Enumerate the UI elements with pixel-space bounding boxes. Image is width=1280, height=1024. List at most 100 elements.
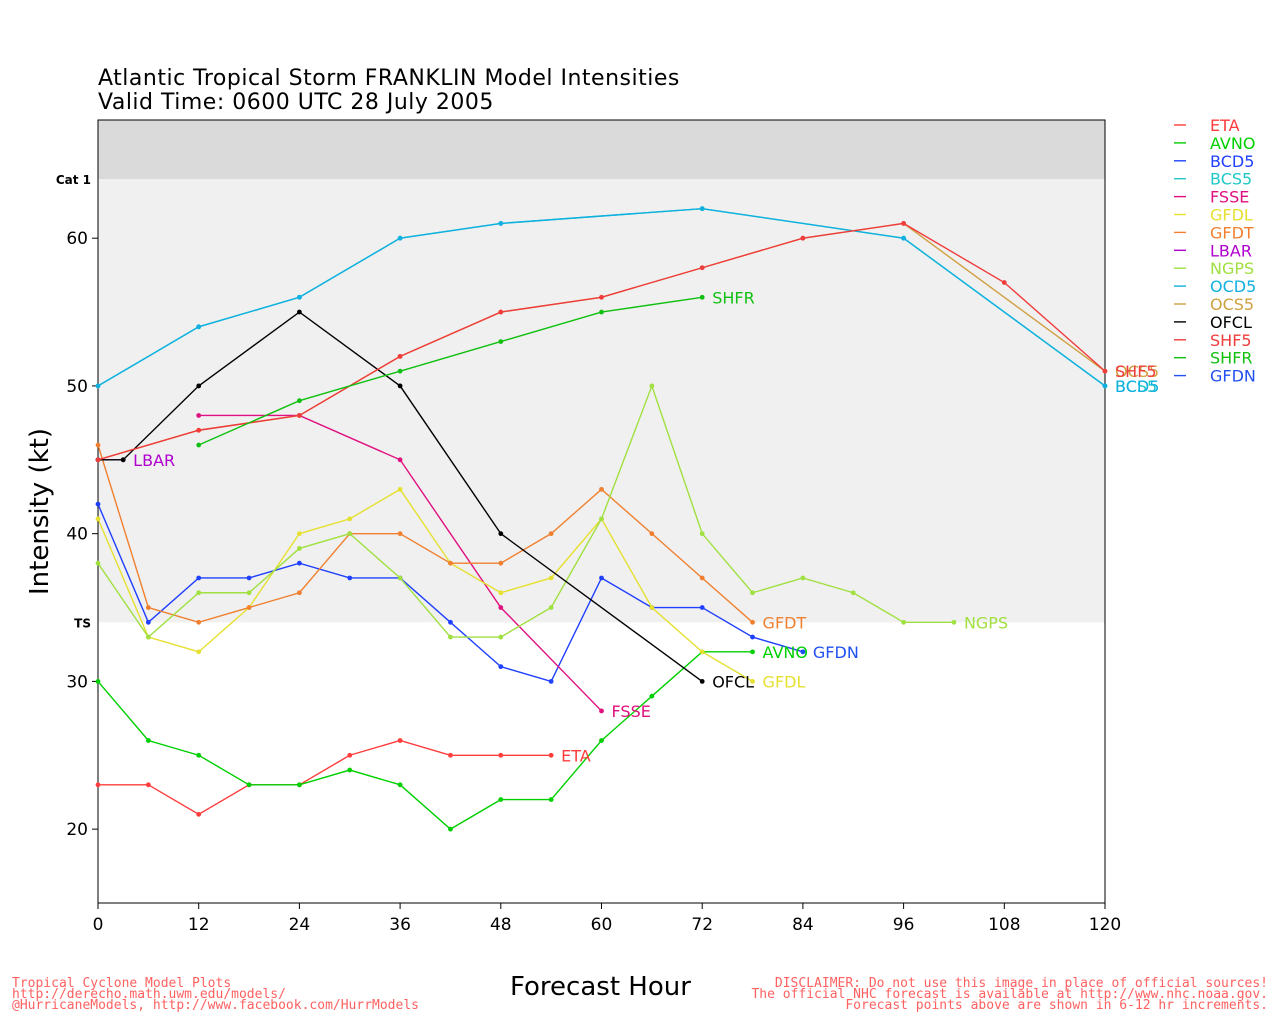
series-end-label: GFDT: [763, 613, 807, 632]
data-point-bcd5: [548, 678, 554, 684]
x-tick-label: 12: [188, 915, 210, 935]
data-point-gfdt: [95, 442, 101, 448]
data-point-ocd5: [901, 235, 906, 241]
legend-label: OCS5: [1210, 295, 1254, 314]
chart-title: Atlantic Tropical Storm FRANKLIN Model I…: [98, 66, 680, 91]
series-line-ngps: [97, 383, 954, 639]
chart-subtitle: Valid Time: 0600 UTC 28 July 2005: [98, 90, 494, 115]
series-line-ocd5: [97, 207, 1106, 387]
data-point-avno: [347, 767, 353, 773]
footer-credits: Tropical Cyclone Model Plots http://dere…: [12, 976, 419, 1013]
data-point-shf5: [1001, 280, 1007, 285]
data-point-ngps: [599, 516, 604, 522]
footer-credit-line: Tropical Cyclone Model Plots: [12, 976, 232, 991]
data-point-shf5: [599, 294, 604, 300]
data-point-ocd5: [699, 206, 705, 212]
data-point-ngps: [548, 605, 554, 610]
y-tick-label: 20: [66, 820, 88, 840]
y-tick-label: 60: [66, 229, 88, 249]
legend-label: SHF5: [1210, 331, 1252, 350]
data-point-avno: [145, 738, 151, 743]
legend-label: GFDT: [1210, 223, 1254, 242]
data-point-fsse: [397, 457, 403, 463]
legend-label: OCD5: [1210, 277, 1256, 296]
series-end-label: OFCL: [712, 672, 754, 691]
x-tick-label: 36: [389, 915, 411, 935]
data-point-bcd5: [145, 619, 151, 625]
data-point-gfdt: [448, 560, 453, 566]
data-point-avno: [196, 752, 202, 758]
series-end-label: ETA: [561, 746, 591, 765]
x-axis-label: Forecast Hour: [510, 972, 691, 1002]
data-point-gfdl: [397, 486, 403, 492]
data-point-avno: [599, 738, 604, 743]
data-point-avno: [548, 797, 554, 802]
data-point-shf5: [800, 235, 806, 241]
data-point-ngps: [297, 546, 302, 551]
data-point-shf5: [397, 353, 403, 359]
legend-label: NGPS: [1210, 259, 1254, 278]
data-point-gfdl: [699, 649, 705, 655]
data-point-fsse: [498, 605, 504, 610]
y-tick-label: 50: [66, 377, 88, 397]
data-point-fsse: [196, 413, 202, 418]
data-point-gfdl: [548, 575, 554, 581]
data-point-avno: [649, 693, 655, 699]
legend-label: GFDN: [1210, 367, 1256, 386]
data-point-gfdl: [649, 605, 655, 610]
data-point-shf5: [196, 427, 202, 433]
x-tick-label: 0: [93, 915, 104, 935]
data-point-ocd5: [95, 383, 101, 389]
series-line-gfdt: [97, 444, 754, 624]
x-tick-label: 96: [893, 915, 915, 935]
data-point-avno: [397, 782, 403, 788]
y-tick-label: 30: [66, 672, 88, 692]
footer-disclaimer-line: Forecast points above are shown in 6-12 …: [845, 998, 1268, 1013]
data-point-ofcl: [498, 531, 504, 537]
legend-label: ETA: [1210, 116, 1240, 135]
data-point-eta: [347, 752, 353, 758]
data-point-gfdn: [800, 649, 806, 655]
series-end-label: GFDL: [763, 672, 806, 691]
y-axis-label: Intensity (kt): [25, 428, 55, 595]
data-point-ngps: [347, 531, 353, 537]
data-point-shf5: [1102, 368, 1108, 374]
data-point-shf5: [498, 309, 504, 315]
data-point-ngps: [246, 590, 252, 596]
data-point-shfr: [599, 309, 604, 315]
data-point-shf5: [95, 457, 101, 463]
data-point-ngps: [850, 590, 856, 596]
data-point-gfdt: [649, 531, 655, 537]
data-point-ngps: [145, 634, 151, 640]
data-point-ngps: [498, 634, 504, 640]
intensity-band: [98, 179, 1105, 623]
data-point-shfr: [297, 398, 302, 404]
data-point-ngps: [397, 575, 403, 581]
data-point-ocd5: [196, 324, 202, 330]
series-end-label: GFDN: [813, 643, 859, 662]
legend-label: OFCL: [1210, 313, 1252, 332]
data-point-shfr: [196, 442, 202, 448]
data-point-gfdt: [750, 619, 755, 625]
data-point-bcd5: [196, 575, 202, 581]
legend-label: BCS5: [1210, 170, 1252, 189]
data-point-bcd5: [95, 501, 101, 507]
data-point-ofcl: [196, 383, 202, 389]
data-point-gfdt: [498, 560, 504, 566]
data-point-ngps: [901, 619, 906, 625]
x-tick-label: 48: [490, 915, 512, 935]
x-tick-label: 60: [591, 915, 613, 935]
footer-credit-line[interactable]: @HurricaneModels, http://www.facebook.co…: [12, 998, 419, 1013]
data-point-shf5: [901, 221, 906, 226]
data-point-gfdt: [397, 531, 403, 537]
data-point-avno: [95, 678, 101, 684]
data-point-gfdt: [548, 531, 554, 537]
series-end-label: SHF5: [1115, 362, 1157, 381]
data-point-ofcl: [699, 678, 705, 684]
footer-credit-line[interactable]: http://derecho.math.uwm.edu/models/: [12, 987, 286, 1002]
data-point-shf5: [297, 413, 302, 418]
data-point-avno: [246, 782, 252, 788]
data-point-eta: [498, 752, 504, 758]
data-point-shfr: [498, 339, 504, 345]
series-end-label: BCS5: [1115, 377, 1157, 396]
